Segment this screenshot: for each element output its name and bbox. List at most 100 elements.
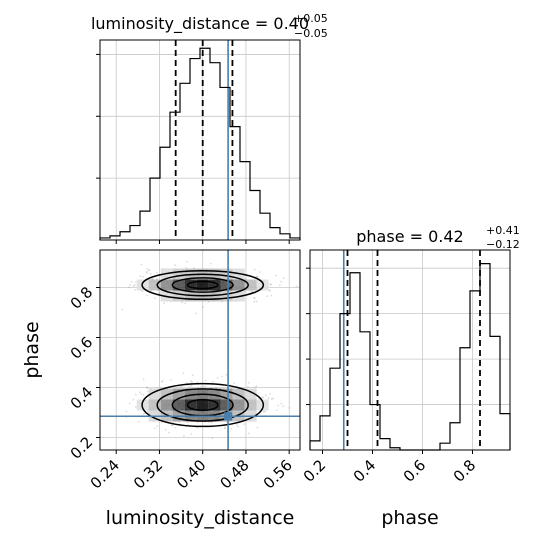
phase-axis-label: phase <box>21 321 43 378</box>
joint-density-panel: 0.24 0.32 0.40 0.48 0.56 0.2 0.4 0.6 0.8 lumino… <box>21 249 301 529</box>
sample-point <box>196 421 199 424</box>
contour-line <box>141 269 265 301</box>
density-cell <box>244 279 257 291</box>
sample-point <box>181 301 184 304</box>
sample-point <box>190 433 193 435</box>
sample-point <box>142 393 145 396</box>
luminosity-distance-histogram-panel: luminosity_distance = 0.40 +0.05 −0.05 <box>91 12 328 244</box>
sample-point <box>237 425 240 428</box>
sample-point <box>277 404 280 407</box>
sample-point <box>181 385 184 388</box>
sample-point <box>191 381 194 384</box>
sample-point <box>209 262 212 265</box>
density-cell <box>208 399 221 411</box>
phase-tick-label: 0.6 <box>400 456 430 486</box>
luminosity-distance-tick-label: 0.56 <box>260 456 296 492</box>
phase-tick-label: 0.8 <box>450 456 480 486</box>
sample-point <box>269 289 271 292</box>
density-cell <box>160 388 173 400</box>
sample-point <box>171 424 174 427</box>
density-cell <box>220 279 233 291</box>
density-cell <box>172 399 185 411</box>
sample-point <box>264 394 267 397</box>
sample-point <box>253 297 256 300</box>
sample-point <box>269 283 272 286</box>
phase-histogram-frame <box>309 249 511 451</box>
sample-point <box>270 294 273 297</box>
sample-point <box>149 272 152 275</box>
luminosity-distance-tick-label: 0.40 <box>173 456 209 492</box>
sample-point <box>230 427 233 430</box>
phase-title-plus: +0.41 <box>486 224 520 237</box>
sample-point <box>288 407 291 409</box>
sample-point <box>121 308 124 311</box>
sample-point <box>253 296 255 299</box>
density-cell <box>244 399 257 411</box>
sample-point <box>174 426 177 429</box>
luminosity-distance-title-minus: −0.05 <box>294 27 328 40</box>
sample-point <box>140 393 143 395</box>
sample-point <box>210 387 213 389</box>
density-cell <box>148 399 161 411</box>
sample-point <box>254 386 257 389</box>
sample-point <box>256 426 259 429</box>
sample-point <box>216 376 219 379</box>
sample-point <box>143 412 145 415</box>
sample-point <box>256 275 259 278</box>
sample-point <box>138 391 141 394</box>
sample-point <box>233 382 236 385</box>
sample-point <box>251 290 253 293</box>
sample-point <box>253 300 256 303</box>
sample-point <box>195 312 197 315</box>
sample-point <box>275 409 278 412</box>
sample-point <box>188 385 191 388</box>
sample-point <box>208 421 210 424</box>
density-cell <box>172 388 185 400</box>
sample-point <box>282 277 285 280</box>
sample-point <box>251 290 254 292</box>
sample-point <box>267 397 270 400</box>
density-cell <box>232 399 245 411</box>
luminosity-distance-title-plus: +0.05 <box>294 12 328 25</box>
sample-point <box>220 375 223 378</box>
density-cell <box>208 388 221 400</box>
sample-point <box>280 280 283 283</box>
sample-point <box>262 396 265 399</box>
sample-point <box>140 263 143 266</box>
sample-point <box>256 275 258 278</box>
sample-point <box>186 260 189 263</box>
sample-point <box>255 300 258 303</box>
sample-point <box>159 386 162 389</box>
sample-point <box>211 381 214 383</box>
sample-point <box>170 424 173 427</box>
sample-point <box>128 402 131 405</box>
sample-point <box>196 426 199 429</box>
density-cell <box>232 279 245 291</box>
sample-point <box>145 272 148 274</box>
sample-point <box>223 427 226 430</box>
sample-point <box>156 271 158 274</box>
phase-tick-label: 0.4 <box>350 456 380 486</box>
density-cell <box>160 279 173 291</box>
phase-tick-label: 0.6 <box>67 333 97 363</box>
sample-point <box>215 386 217 389</box>
sample-point <box>129 283 131 286</box>
sample-point <box>146 268 149 271</box>
sample-point <box>161 379 164 382</box>
sample-point <box>142 276 144 278</box>
sample-point <box>130 280 133 283</box>
sample-point <box>182 372 185 375</box>
phase-x-axis-label: phase <box>381 507 438 529</box>
density-cell <box>172 268 185 280</box>
sample-point <box>255 385 258 387</box>
contour-line <box>186 280 219 290</box>
sample-point <box>135 393 137 396</box>
sample-point <box>158 292 161 295</box>
sample-point <box>272 397 274 400</box>
sample-point <box>141 290 144 293</box>
sample-point <box>160 381 163 383</box>
density-cell <box>244 388 257 400</box>
sample-point <box>275 274 277 277</box>
sample-point <box>295 285 298 288</box>
sample-point <box>147 390 149 393</box>
